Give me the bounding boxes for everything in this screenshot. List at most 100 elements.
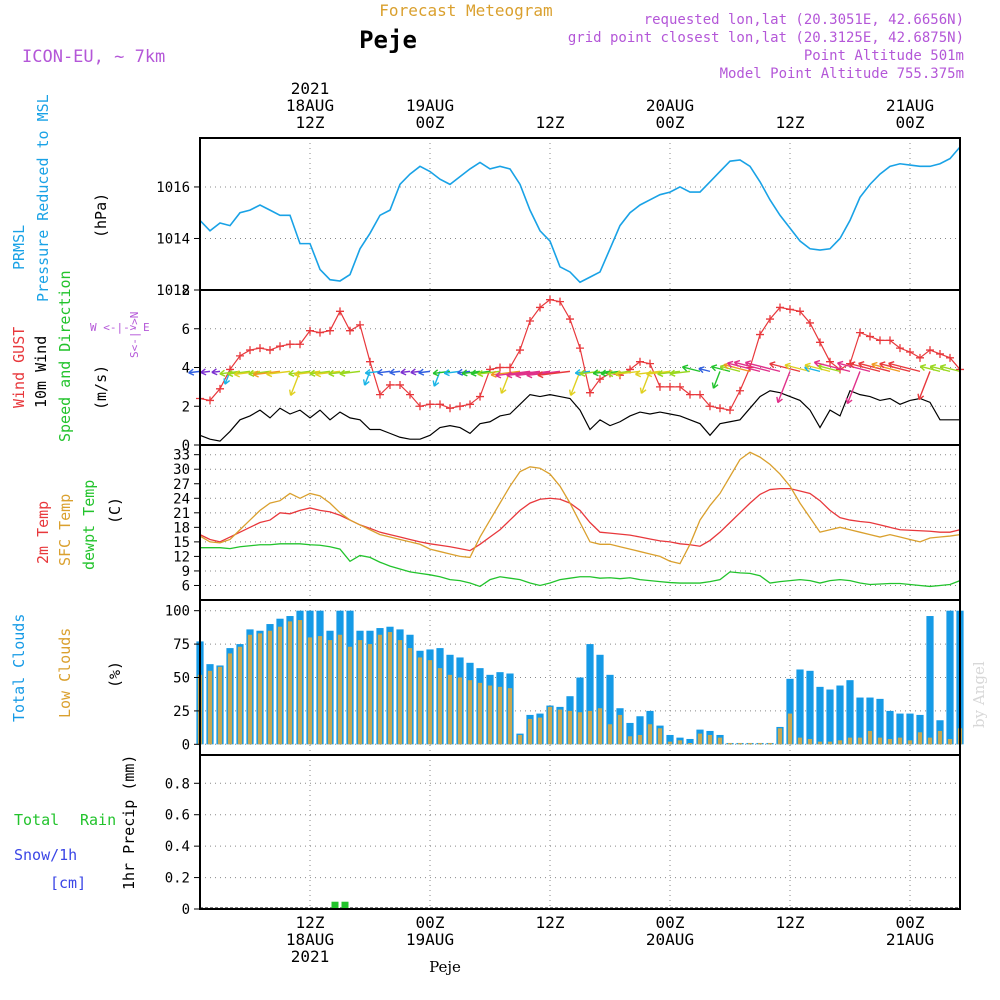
low-cloud-bar (867, 730, 873, 745)
wind-arrow-head (526, 371, 533, 379)
gust-marker (586, 388, 594, 397)
low-cloud-bar (487, 685, 493, 745)
low-cloud-bar (657, 728, 663, 745)
wind-arrow-head (879, 361, 886, 369)
wind-arrow-head (574, 369, 581, 377)
wind-arrow (745, 361, 781, 373)
gust-marker (446, 404, 454, 413)
low-cloud-bar (637, 734, 643, 745)
wind-arrow-head (698, 366, 705, 374)
low-cloud-bar (627, 736, 633, 745)
wind-arrow (669, 370, 691, 375)
gust-marker (366, 357, 374, 366)
snow-unit-label: [cm] (50, 874, 86, 892)
total-cloud-bar (946, 610, 954, 745)
wind-arrow-head (537, 371, 544, 379)
low-cloud-bar (827, 741, 833, 745)
wind-arrow-head (200, 368, 207, 376)
point-altitude: Point Altitude 501m (804, 48, 964, 64)
wind-arrow-head (733, 359, 741, 367)
bottom-time-label: 18AUG (286, 930, 334, 949)
gust-marker (376, 390, 384, 399)
bottom-time-label: 12Z (296, 913, 325, 932)
wind-arrow-head (727, 360, 734, 368)
clouds-tick-label: 50 (173, 671, 190, 687)
wind-arrow-head (506, 371, 513, 379)
low-cloud-bar (837, 740, 843, 745)
wind-arrow-head (568, 389, 576, 396)
wind-arrow-head (362, 379, 370, 386)
wind-arrow-head (461, 369, 468, 377)
wind-arrow (879, 362, 911, 373)
low-cloud-bar (577, 712, 583, 745)
temp-tick-label: 15 (173, 535, 190, 551)
low-cloud-bar (667, 741, 673, 745)
gust-marker (556, 297, 564, 306)
wind-arrow-head (432, 369, 439, 377)
wind-arrow (339, 370, 361, 375)
temp-tick-label: 33 (173, 448, 190, 464)
bottom-time-label: 12Z (536, 913, 565, 932)
wind-arrow-head (400, 368, 407, 376)
wind-arrow-head (288, 389, 296, 396)
gust-marker (506, 363, 514, 372)
wind-arrow-head (389, 368, 396, 376)
wind-arrow (734, 361, 771, 373)
wind-arrow (784, 364, 811, 373)
pressure-unit: (hPa) (92, 193, 110, 238)
wind-arrow-head (769, 361, 776, 369)
total-cloud-bar (626, 722, 634, 745)
total-cloud-bar (806, 670, 814, 745)
wind-tick-label: 8 (182, 283, 190, 299)
low-cloud-bar (527, 718, 533, 745)
wind-arrow-head (443, 369, 450, 377)
precip-tick-label: 0 (182, 902, 190, 918)
gust-marker (416, 402, 424, 411)
low-cloud-bar (597, 708, 603, 745)
precip-tick-label: 0.6 (165, 808, 190, 824)
low-cloud-bar (407, 648, 413, 745)
wind-arrow (294, 370, 321, 376)
low-cloud-bar (927, 737, 933, 745)
wind-arrow-head (328, 369, 335, 377)
wind-arrow-head (499, 387, 507, 394)
wind-arrow (818, 365, 841, 373)
total-cloud-bar (856, 697, 864, 745)
gust-label: Wind GUST (10, 327, 28, 408)
low-cloud-bar (707, 734, 713, 745)
wind-arrow-head (377, 368, 384, 376)
wind-arrow-head (293, 370, 300, 378)
top-time-label: 00Z (656, 113, 685, 132)
gust-marker (276, 342, 284, 351)
data-layer (188, 146, 964, 909)
total-cloud-bar (606, 674, 614, 745)
total-cloud-bar (846, 680, 854, 745)
gust-marker (476, 392, 484, 401)
total-cloud-bar (836, 685, 844, 745)
wind-arrow-head (744, 360, 752, 368)
top-time-label: 19AUG (406, 96, 454, 115)
gust-marker (716, 404, 724, 413)
total-cloud-bar (896, 713, 904, 745)
low-cloud-bar (937, 730, 943, 745)
wind-arrow-head (309, 369, 316, 377)
top-time-label: 12Z (296, 113, 325, 132)
total-cloud-bar (876, 698, 884, 745)
gust-marker (816, 338, 824, 347)
wind-arrow (723, 364, 751, 373)
wind-arrow (211, 370, 221, 374)
wind-arrow-head (495, 371, 502, 379)
wind-arrow (315, 370, 341, 376)
wind-arrow (569, 371, 581, 396)
low-cloud-bar (787, 713, 793, 745)
wind-arrow-head (849, 361, 856, 369)
wind-arrow (849, 362, 881, 373)
low-cloud-bar (387, 632, 393, 745)
wind-arrow (537, 370, 571, 376)
wind-label: 10m Wind (32, 336, 50, 408)
gust-marker (796, 307, 804, 316)
precip-tick-label: 0.8 (165, 776, 190, 792)
low-cloud-bar (697, 733, 703, 745)
pressure-label-1: PRMSL (10, 225, 28, 270)
wind-arrow (400, 370, 411, 374)
